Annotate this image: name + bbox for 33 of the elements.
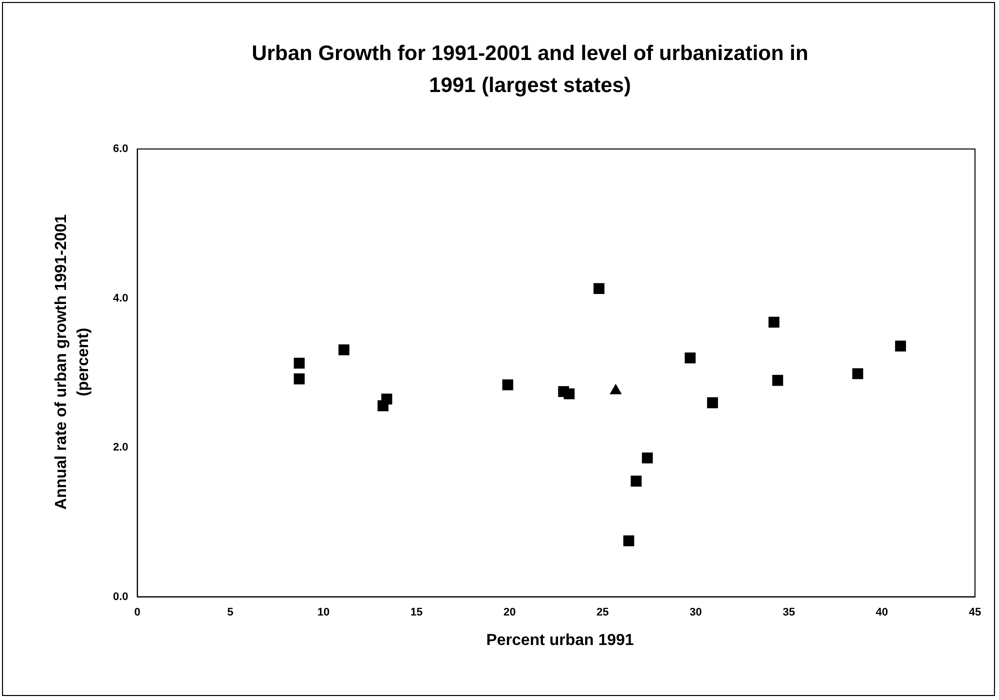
- point: [642, 452, 653, 464]
- point: [852, 368, 864, 380]
- y-tick-label: 0.0: [112, 590, 128, 603]
- point: [381, 394, 392, 404]
- y-axis-title: Annual rate of urban growth 1991-2001 (percent): [52, 213, 93, 512]
- point: [338, 344, 350, 356]
- x-tick-label: 35: [782, 606, 795, 618]
- point: [684, 352, 696, 364]
- point: [594, 283, 604, 294]
- chart-title: Urban Growth for 1991-2001 and level of urbanization in 1991 (largest states): [250, 41, 810, 99]
- x-axis-title: Percent urban 1991: [485, 632, 635, 650]
- x-tick-label: 15: [410, 606, 423, 618]
- x-tick-label: 45: [968, 606, 982, 618]
- x-tick-label: 10: [317, 606, 330, 618]
- point: [294, 373, 305, 384]
- point: [623, 535, 634, 546]
- x-tick-label: 40: [876, 606, 888, 618]
- point: [564, 388, 575, 400]
- x-tick-label: 0: [134, 606, 140, 618]
- y-tick-label: 4.0: [112, 292, 128, 304]
- x-tick-label: 20: [503, 606, 516, 618]
- point: [502, 379, 514, 390]
- point: [772, 374, 784, 386]
- x-tick-label: 25: [596, 606, 609, 618]
- x-tick-label: 30: [690, 606, 702, 618]
- point: [768, 316, 780, 328]
- point: [294, 358, 305, 369]
- point: [707, 397, 718, 408]
- point: [630, 476, 642, 487]
- x-tick-label: 5: [227, 606, 234, 618]
- y-tick-label: 2.0: [112, 442, 128, 454]
- y-tick-label: 6.0: [112, 143, 128, 156]
- point: [895, 340, 906, 352]
